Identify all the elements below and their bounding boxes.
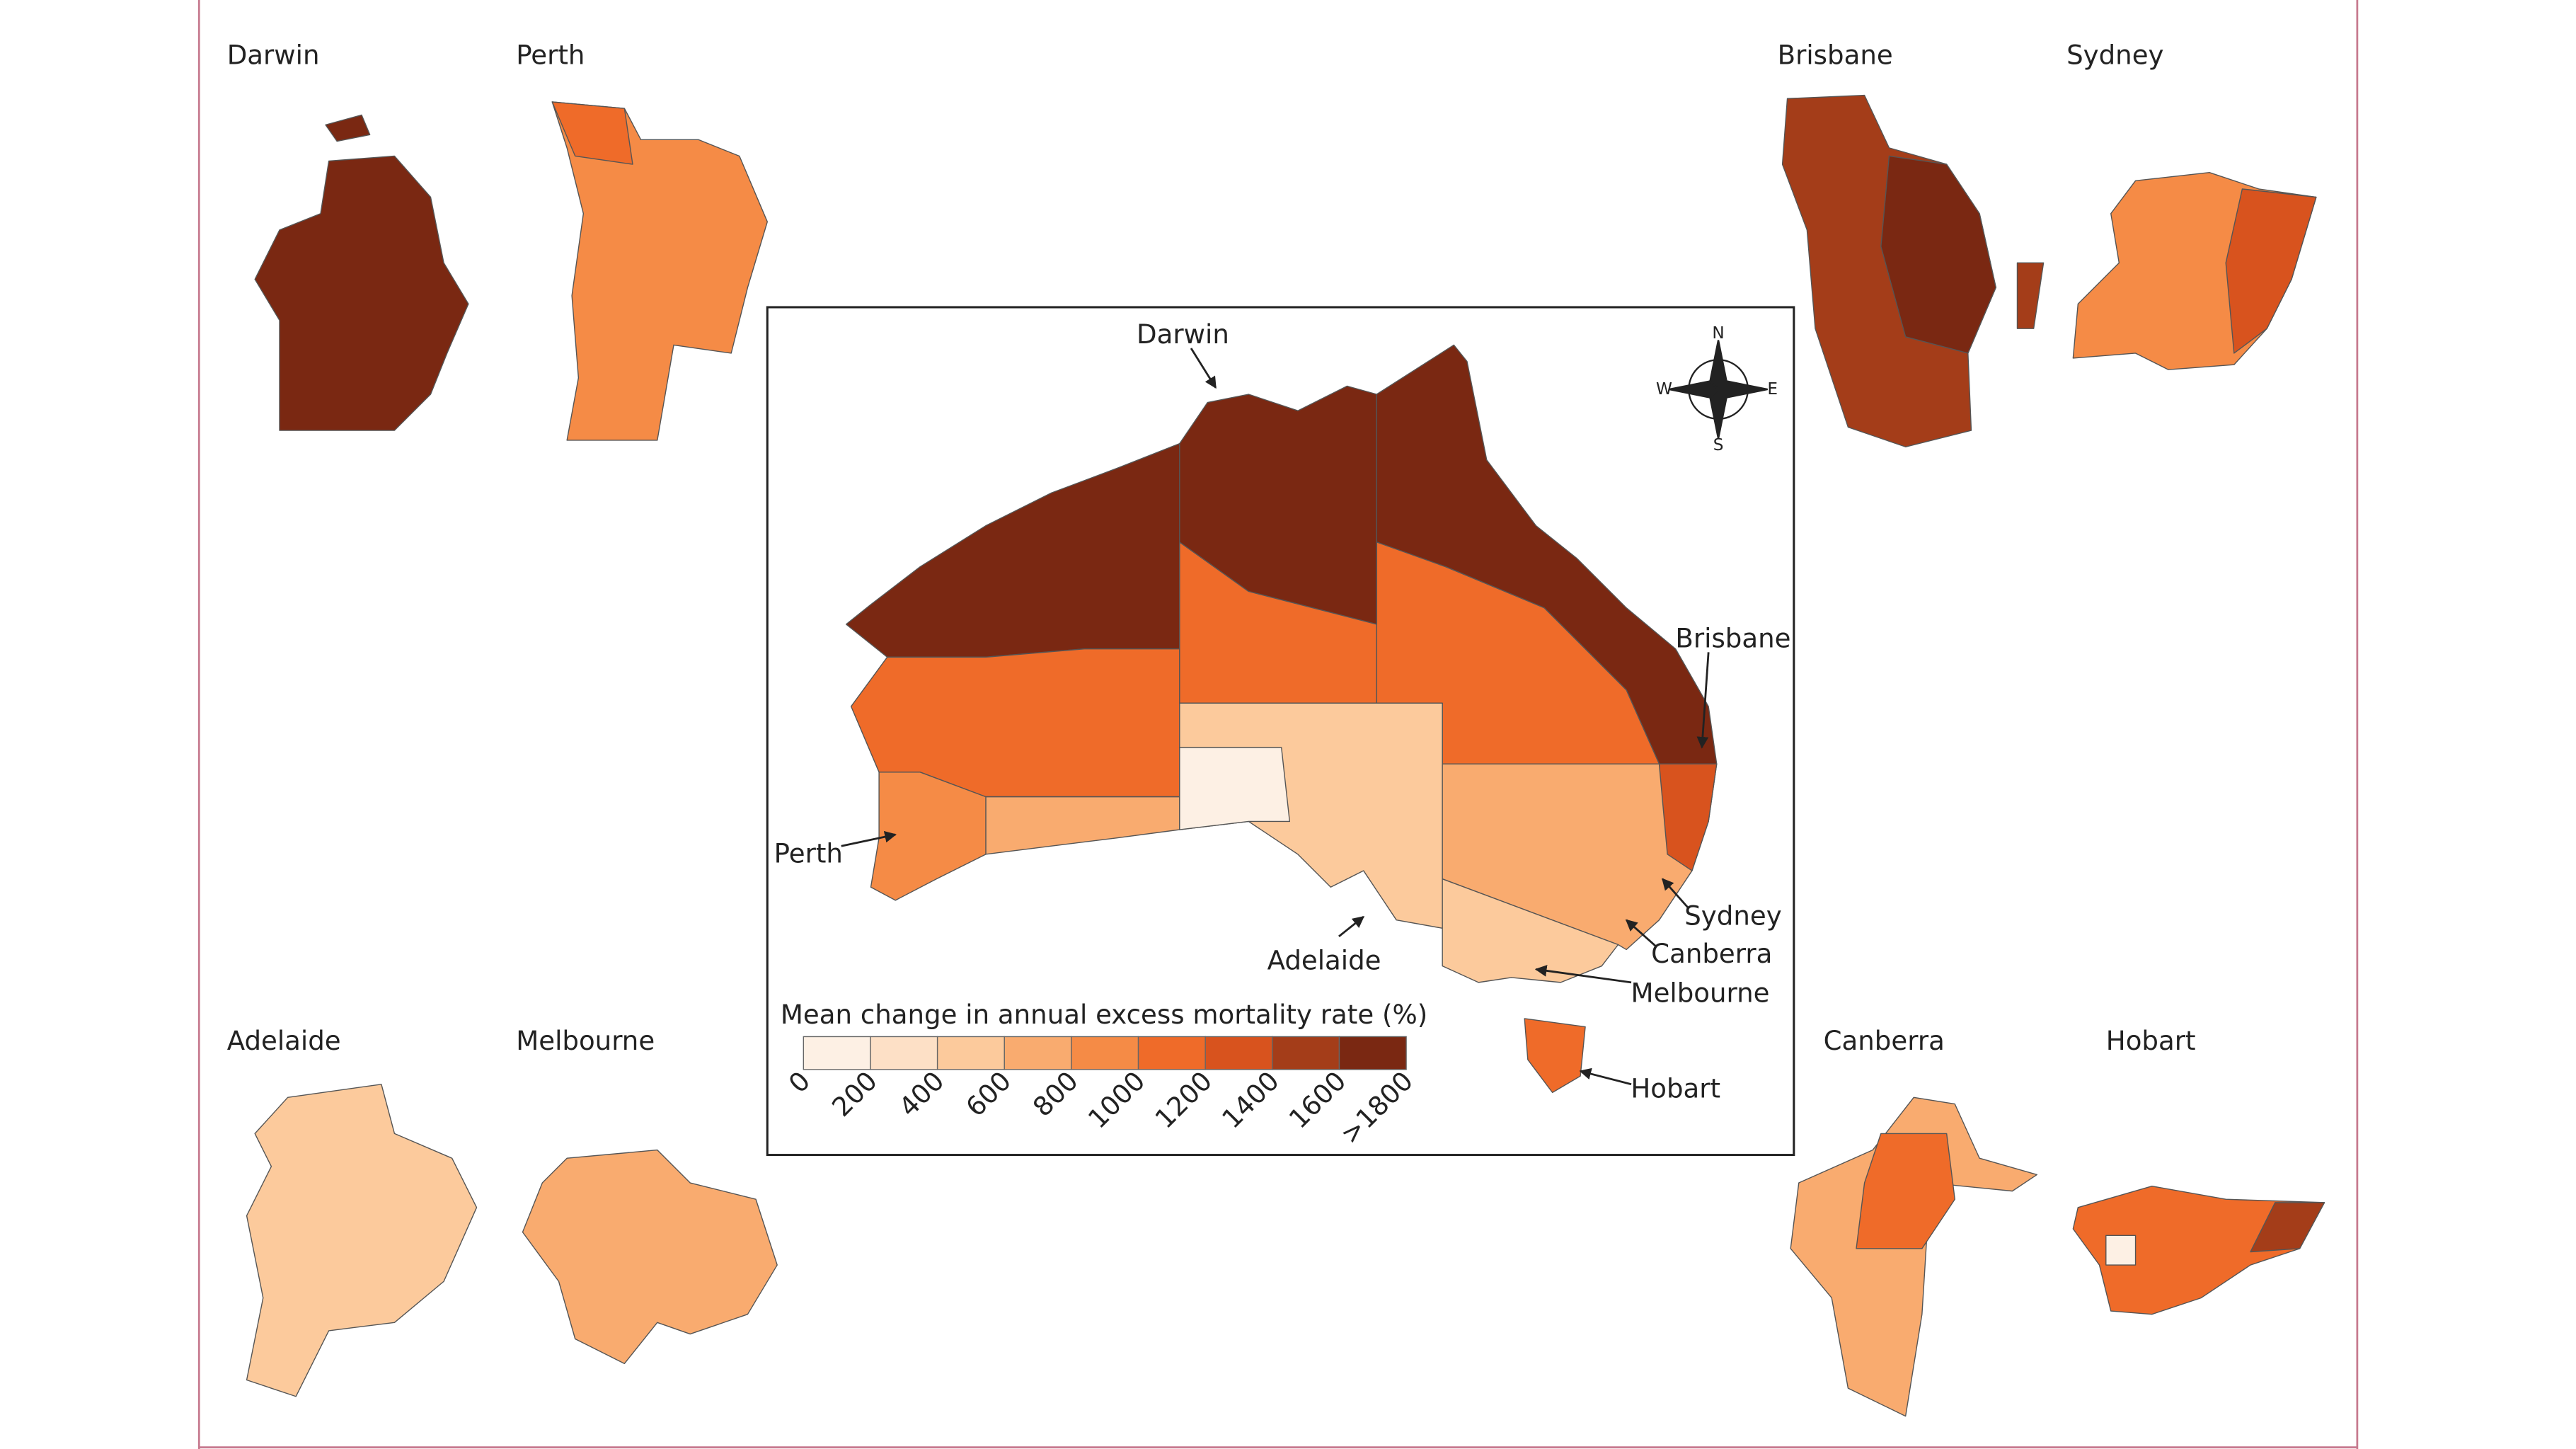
legend-swatch: [803, 1036, 871, 1070]
compass-label: E: [1767, 379, 1778, 399]
tasmania: [1524, 1018, 1586, 1094]
inset-label: Darwin: [227, 40, 320, 71]
legend-swatch: [1004, 1036, 1072, 1070]
inset-perth-n: [551, 101, 633, 165]
arrow: [1190, 348, 1217, 389]
compass-label: S: [1713, 435, 1724, 454]
main-map: N S W E: [845, 323, 1778, 1094]
inset-label: Adelaide: [227, 1026, 341, 1056]
city-label: Brisbane: [1675, 623, 1790, 653]
city-label: Perth: [774, 838, 843, 869]
legend-swatch: [1137, 1036, 1206, 1070]
legend-swatch: [936, 1036, 1005, 1070]
arrow: [1696, 652, 1710, 749]
inset-label: Perth: [516, 40, 585, 71]
arrow: [841, 830, 897, 847]
inset-hobart-e: [2250, 1202, 2325, 1253]
inset-label: Hobart: [2106, 1026, 2196, 1056]
vic: [1442, 878, 1619, 983]
legend-swatch: [1272, 1036, 1340, 1070]
inset-sydney-east: [2225, 188, 2317, 354]
legend-title: Mean change in annual excess mortality r…: [781, 1000, 1427, 1030]
inset-hobart-w: [2105, 1235, 2137, 1266]
compass-label: N: [1712, 323, 1724, 343]
inset-label: Canberra: [1824, 1026, 1945, 1056]
inset-canberra-c: [1856, 1133, 1955, 1249]
inset-label: Brisbane: [1778, 40, 1893, 71]
wa-southwest: [870, 772, 987, 901]
arrow: [1625, 919, 1657, 947]
inset-darwin: [254, 155, 469, 431]
arrow: [1534, 965, 1632, 984]
city-label: Canberra: [1651, 939, 1772, 969]
arrow: [1662, 878, 1690, 910]
legend-swatch: [870, 1036, 938, 1070]
inset-melbourne: [522, 1149, 778, 1365]
inset-canberra: [1790, 1096, 2038, 1417]
city-label: Melbourne: [1631, 978, 1770, 1009]
city-callouts: Darwin Brisbane Perth Sydney Canberra Ad…: [774, 319, 1791, 1104]
legend-swatch: [1204, 1036, 1273, 1070]
inset-perth: [551, 101, 768, 441]
inset-darwin-isle: [325, 114, 371, 142]
city-label: Adelaide: [1267, 945, 1381, 975]
city-label: Hobart: [1631, 1073, 1720, 1104]
city-label: Sydney: [1684, 901, 1781, 932]
legend-swatch: [1071, 1036, 1139, 1070]
inset-brisbane-core: [1880, 155, 1996, 354]
inset-label: Melbourne: [516, 1026, 655, 1056]
compass: [1669, 340, 1768, 439]
compass-label: W: [1656, 379, 1672, 399]
inset-hobart: [2072, 1185, 2325, 1315]
nsw-coast: [1658, 763, 1718, 871]
inset-adelaide: [246, 1084, 478, 1397]
inset-maps: [246, 94, 2325, 1417]
city-label: Darwin: [1137, 319, 1229, 350]
sa-west: [1179, 747, 1291, 830]
arrow: [1338, 915, 1365, 937]
inset-label: Sydney: [2066, 40, 2163, 71]
arrow: [1579, 1067, 1632, 1086]
inset-brisbane-isle: [2016, 262, 2045, 329]
legend-swatch: [1338, 1036, 1407, 1070]
